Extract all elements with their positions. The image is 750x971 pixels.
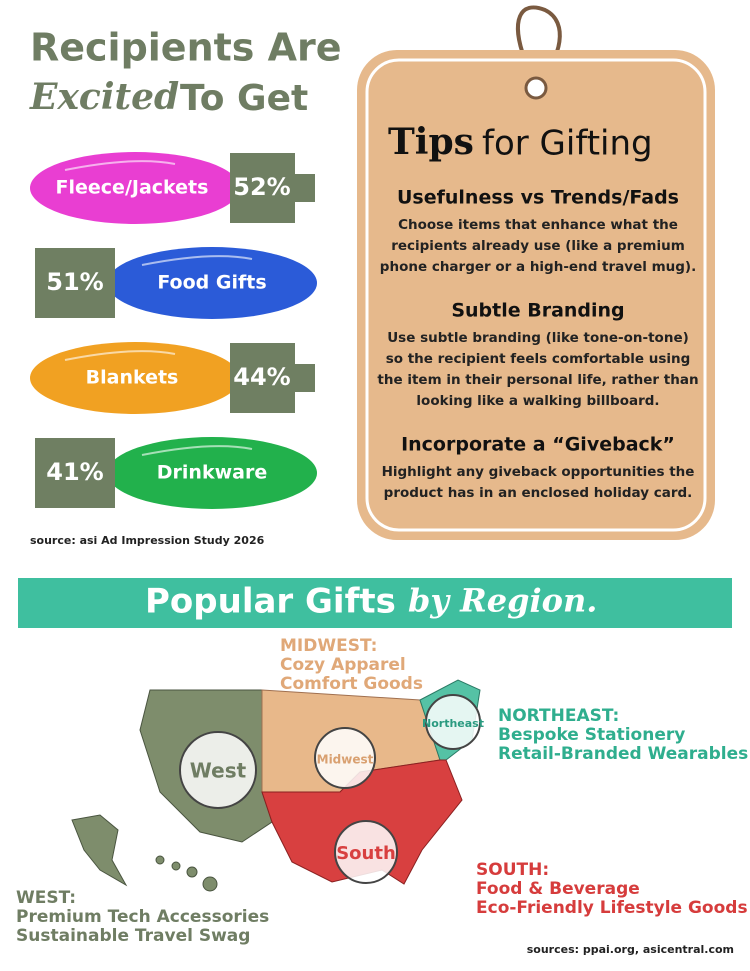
bulb-label: Fleece/Jackets <box>56 177 209 199</box>
tag <box>357 50 715 540</box>
bulb-percent: 41% <box>46 458 103 486</box>
bulb <box>107 437 317 509</box>
tag-border <box>365 58 707 532</box>
bulb-label: Drinkware <box>157 462 267 484</box>
bulb-percent: 44% <box>233 363 290 391</box>
bulb-shine <box>141 255 253 266</box>
bulb-shine <box>64 160 176 171</box>
tips: Usefulness vs Trends/Fads Choose items th… <box>377 187 698 502</box>
map-label: Midwest <box>317 753 374 767</box>
banner-title: Popular Gifts <box>145 582 396 622</box>
map-circle <box>425 694 481 750</box>
tip-text: recipients already use (like a premium <box>391 238 685 254</box>
bulb-percent: 51% <box>46 268 103 296</box>
banner-title-script: by Region. <box>408 582 597 620</box>
tip-text: Choose items that enhance what the <box>398 217 678 233</box>
tip-text: the item in their personal life, rather … <box>377 372 698 388</box>
hawaii <box>155 855 218 892</box>
map-circle <box>179 731 257 809</box>
tip-text: so the recipient feels comfortable using <box>386 351 691 367</box>
banner <box>18 578 732 628</box>
tip-heading: Incorporate a “Giveback” <box>401 434 675 456</box>
bulbs: Fleece/Jackets 52% Food Gifts 51% Blankets 44… <box>30 152 317 509</box>
socket <box>230 153 295 223</box>
alaska <box>71 814 128 887</box>
tag-hole <box>524 76 548 100</box>
map-label: South <box>336 843 396 864</box>
bulb-percent: 52% <box>233 173 290 201</box>
tip-text: looking like a walking billboard. <box>416 393 659 409</box>
bulb <box>107 247 317 319</box>
bulb-label: Blankets <box>86 367 179 389</box>
map-label: West <box>190 759 247 783</box>
socket-tab <box>295 364 315 392</box>
socket-tab <box>100 438 115 508</box>
map-circle <box>334 820 398 884</box>
socket <box>35 248 100 318</box>
region-item: Eco-Friendly Lifestyle Goods <box>476 898 748 918</box>
map: West Midwest Northeast South <box>71 679 484 892</box>
tip-text: Use subtle branding (like tone-on-tone) <box>387 330 689 346</box>
tip-text: phone charger or a high-end travel mug). <box>380 259 696 275</box>
bulb <box>30 152 240 224</box>
region-name: SOUTH: <box>476 860 549 880</box>
tip-heading: Subtle Branding <box>451 300 624 322</box>
tips-title-script: Tips <box>388 121 474 163</box>
socket-tab <box>100 248 115 318</box>
socket-tab <box>295 174 315 202</box>
left-title: Recipients Are <box>30 26 342 70</box>
left-title-script: Excited <box>29 76 179 118</box>
source: source: asi Ad Impression Study 2026 <box>30 534 265 547</box>
region-item: Premium Tech Accessories <box>16 907 269 927</box>
region-item: Sustainable Travel Swag <box>16 926 250 946</box>
tip-text: Highlight any giveback opportunities the <box>382 464 695 480</box>
region-name: NORTHEAST: <box>498 706 619 726</box>
region-item: Comfort Goods <box>280 674 423 694</box>
tips-title: for Gifting <box>482 124 653 164</box>
socket <box>230 343 295 413</box>
source: sources: ppai.org, asicentral.com <box>527 943 734 956</box>
socket <box>35 438 100 508</box>
left-title: To Get <box>180 78 308 119</box>
tip-text: product has in an enclosed holiday card. <box>384 485 693 501</box>
region-name: WEST: <box>16 888 76 908</box>
region-name: MIDWEST: <box>280 636 377 656</box>
region-item: Cozy Apparel <box>280 655 406 675</box>
region-item: Bespoke Stationery <box>498 725 685 745</box>
map-label: Northeast <box>422 717 484 730</box>
bulb-shine <box>64 350 176 361</box>
region-item: Food & Beverage <box>476 879 640 899</box>
map-circle <box>314 727 376 789</box>
bulb-label: Food Gifts <box>157 272 266 294</box>
region-item: Retail-Branded Wearables <box>498 744 748 764</box>
bulb <box>30 342 240 414</box>
tip-heading: Usefulness vs Trends/Fads <box>397 187 679 209</box>
bulb-shine <box>141 445 253 456</box>
